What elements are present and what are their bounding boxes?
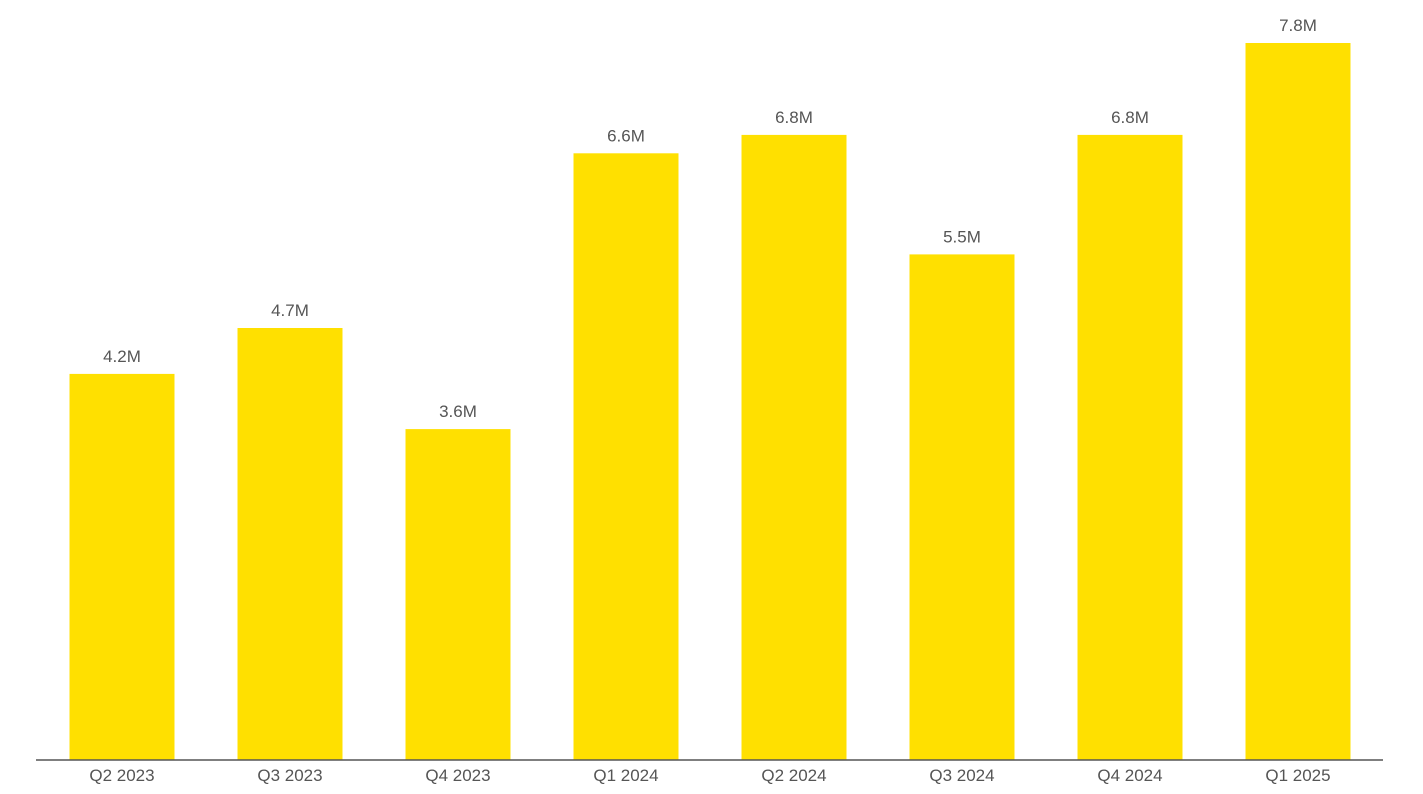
x-tick-label-q1-2025: Q1 2025	[1265, 766, 1330, 785]
data-label-q3-2023: 4.7M	[271, 301, 309, 320]
x-tick-labels-group: Q2 2023 Q3 2023 Q4 2023 Q1 2024 Q2 2024 Q3 20…	[89, 766, 1330, 785]
bar-q2-2023	[69, 373, 175, 760]
bar-q2-2024	[741, 134, 847, 760]
data-label-q1-2024: 6.6M	[607, 126, 645, 145]
data-label-q2-2024: 6.8M	[775, 108, 813, 127]
x-tick-label-q2-2024: Q2 2024	[761, 766, 826, 785]
data-labels-group: 4.2M 4.7M 3.6M 6.6M 6.8M 5.5M 6.8M 7.8M	[103, 16, 1317, 421]
bar-q4-2023	[405, 429, 511, 760]
x-tick-label-q4-2024: Q4 2024	[1097, 766, 1162, 785]
x-tick-label-q2-2023: Q2 2023	[89, 766, 154, 785]
bar-q1-2025	[1245, 43, 1351, 760]
data-label-q3-2024: 5.5M	[943, 227, 981, 246]
bar-q3-2024	[909, 254, 1015, 760]
x-tick-label-q1-2024: Q1 2024	[593, 766, 658, 785]
data-label-q1-2025: 7.8M	[1279, 16, 1317, 35]
x-tick-label-q3-2023: Q3 2023	[257, 766, 322, 785]
x-tick-label-q3-2024: Q3 2024	[929, 766, 994, 785]
data-label-q4-2024: 6.8M	[1111, 108, 1149, 127]
x-tick-label-q4-2023: Q4 2023	[425, 766, 490, 785]
bar-q3-2023	[237, 328, 343, 760]
bar-q4-2024	[1077, 134, 1183, 760]
data-label-q2-2023: 4.2M	[103, 347, 141, 366]
bar-q1-2024	[573, 153, 679, 761]
data-label-q4-2023: 3.6M	[439, 402, 477, 421]
bars-group	[69, 43, 1351, 761]
